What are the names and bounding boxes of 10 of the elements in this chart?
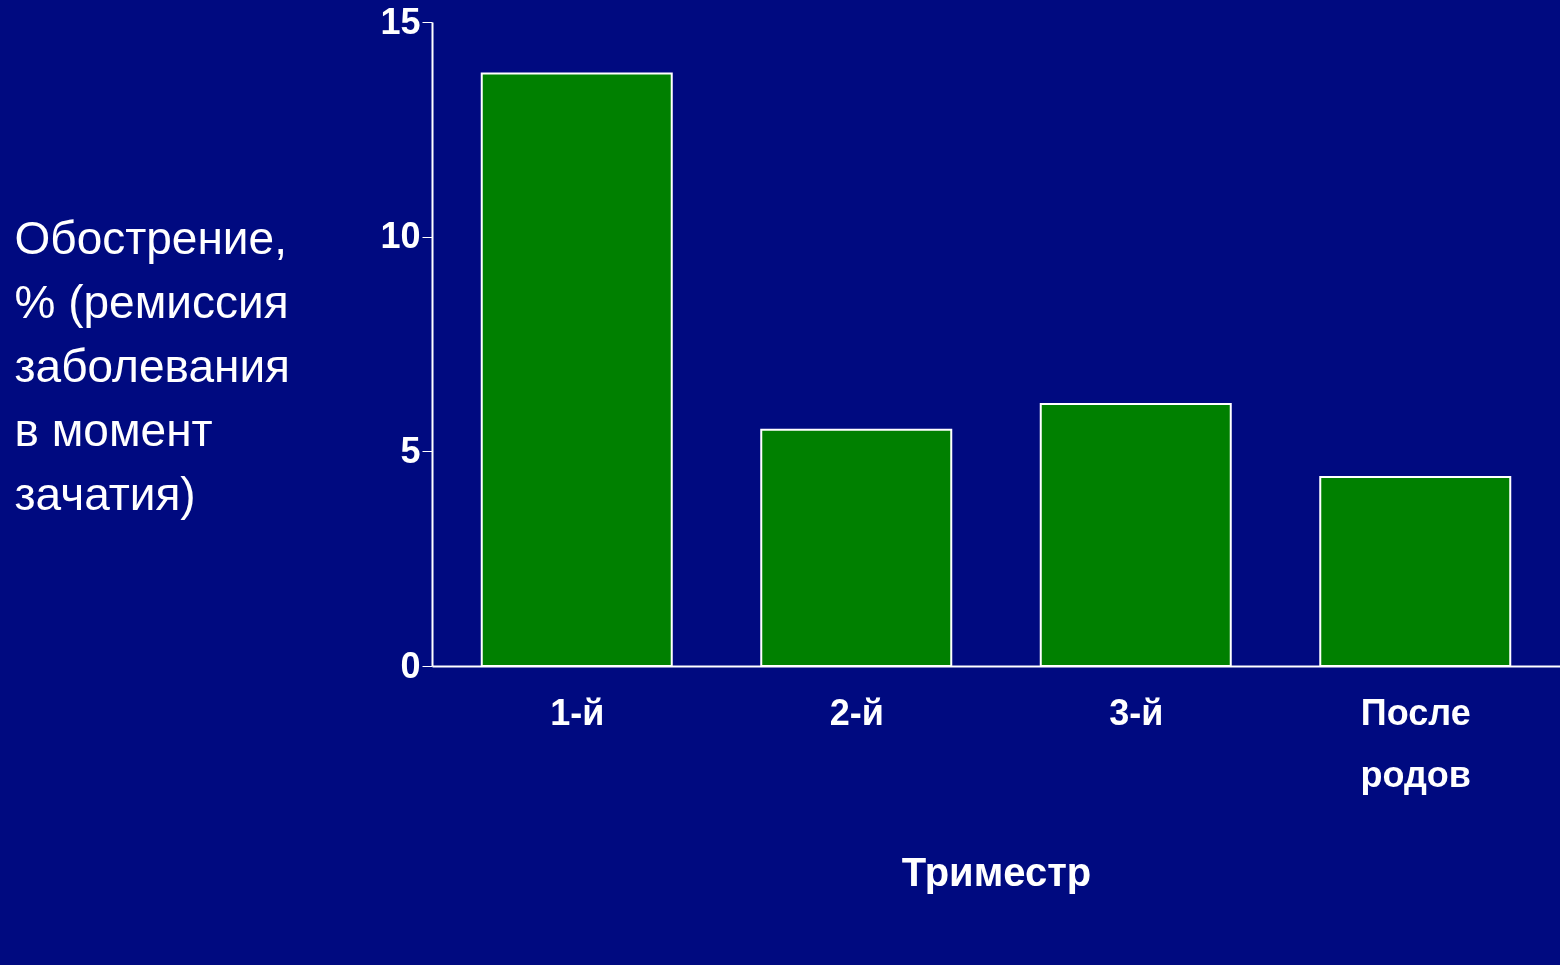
x-tick-label: 3-й: [1109, 691, 1164, 733]
y-tick-label: 0: [400, 644, 421, 686]
x-tick-label: После родов: [1360, 691, 1471, 795]
y-tick-label: 10: [380, 215, 421, 257]
y-tick-label: 15: [380, 0, 421, 42]
y-axis-title: Обострение, % (ремиссия заболевания в момент зачатия): [14, 211, 291, 520]
x-tick-label: 2-й: [829, 691, 884, 733]
x-axis-title: Триместр: [901, 849, 1092, 894]
y-tick-label: 5: [400, 429, 421, 471]
x-tick-label: 1-й: [550, 691, 605, 733]
